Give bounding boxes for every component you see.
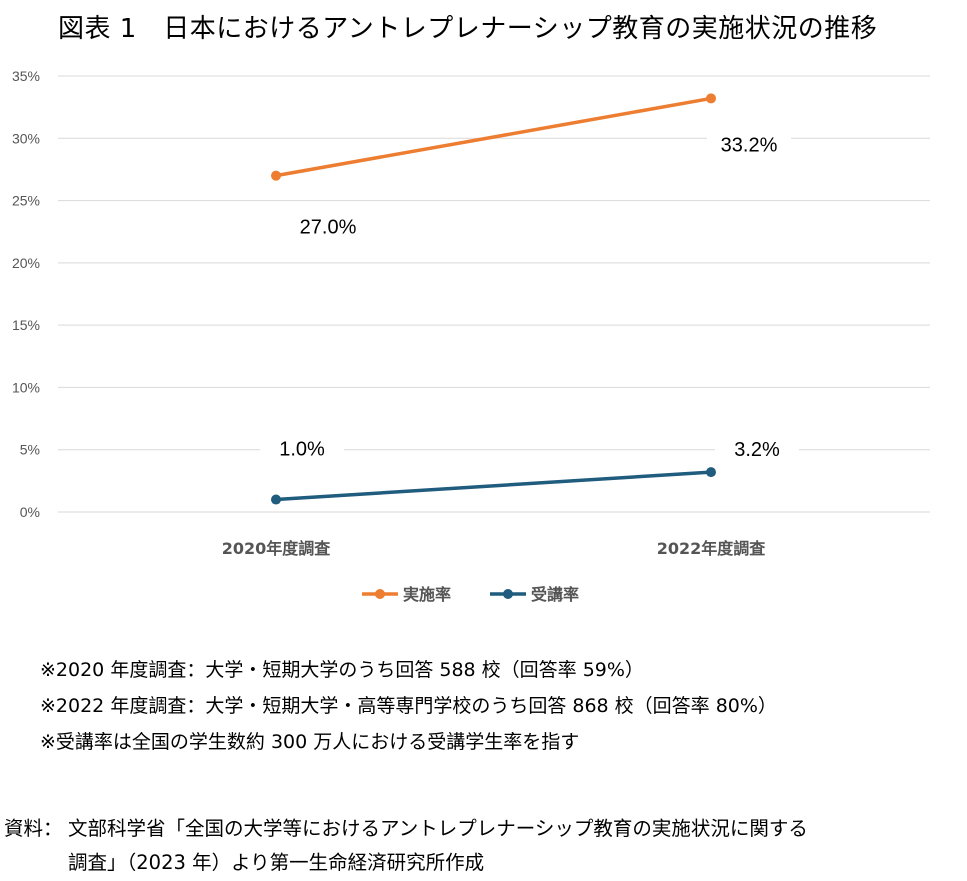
y-tick-label: 15% — [12, 317, 40, 333]
x-category-label: 2020年度調査 — [222, 539, 331, 558]
series-line — [274, 470, 713, 502]
source-label: 資料： — [4, 817, 63, 840]
source-text-line1: 文部科学省「全国の大学等におけるアントレプレナーシップ教育の実施状況に関する — [68, 817, 808, 840]
y-axis-ticks: 0% 5% 10% 15% 20% 25% 30% 35% — [12, 68, 40, 520]
legend: 実施率 受講率 — [362, 585, 579, 604]
data-label-bg — [260, 433, 344, 464]
data-label-bg — [715, 434, 799, 465]
x-category-label: 2022年度調査 — [657, 539, 766, 558]
data-label: 33.2% — [721, 134, 778, 156]
y-tick-label: 0% — [20, 504, 40, 520]
legend-swatch-marker — [503, 589, 513, 599]
data-label: 3.2% — [734, 439, 780, 461]
legend-swatch-marker — [375, 589, 385, 599]
note-line: ※受講率は全国の学生数約 300 万人における受講学生率を指す — [40, 731, 580, 753]
y-tick-label: 30% — [12, 130, 40, 146]
data-point — [706, 93, 716, 104]
data-label: 27.0% — [300, 217, 357, 239]
notes: ※2020 年度調査：大学・短期大学のうち回答 588 校（回答率 59%） ※… — [40, 652, 777, 760]
series-line — [274, 96, 713, 178]
gridlines — [58, 75, 930, 513]
x-axis-categories: 2020年度調査 2022年度調査 — [222, 539, 766, 558]
legend-label: 実施率 — [403, 585, 451, 604]
data-point — [271, 494, 281, 505]
note-line: ※2020 年度調査：大学・短期大学のうち回答 588 校（回答率 59%） — [40, 659, 644, 681]
series-layer: 27.0% 33.2% 1.0% 3.2% — [260, 93, 799, 505]
note-line: ※2022 年度調査：大学・短期大学・高等専門学校のうち回答 868 校（回答率… — [40, 695, 777, 717]
y-tick-label: 25% — [12, 193, 40, 209]
y-tick-label: 35% — [12, 68, 40, 84]
data-label: 1.0% — [279, 439, 325, 461]
y-tick-label: 10% — [12, 379, 40, 395]
data-point — [706, 467, 716, 478]
source-text-line2: 調査」（2023 年）より第一生命経済研究所作成 — [68, 851, 485, 874]
source-credit: 資料： 文部科学省「全国の大学等におけるアントレプレナーシップ教育の実施状況に関… — [4, 812, 808, 880]
data-label-bg — [707, 129, 791, 160]
chart-title: 図表 1 日本におけるアントレプレナーシップ教育の実施状況の推移 — [58, 14, 878, 44]
legend-label: 受講率 — [531, 585, 579, 604]
data-label-bg — [286, 211, 370, 242]
data-point — [271, 170, 281, 181]
y-tick-label: 20% — [12, 255, 40, 271]
line-chart: 0%5%10%15%20%25%30%35% 2020年度調査 2022年度調査 … — [12, 68, 930, 604]
y-tick-label: 5% — [20, 442, 40, 458]
